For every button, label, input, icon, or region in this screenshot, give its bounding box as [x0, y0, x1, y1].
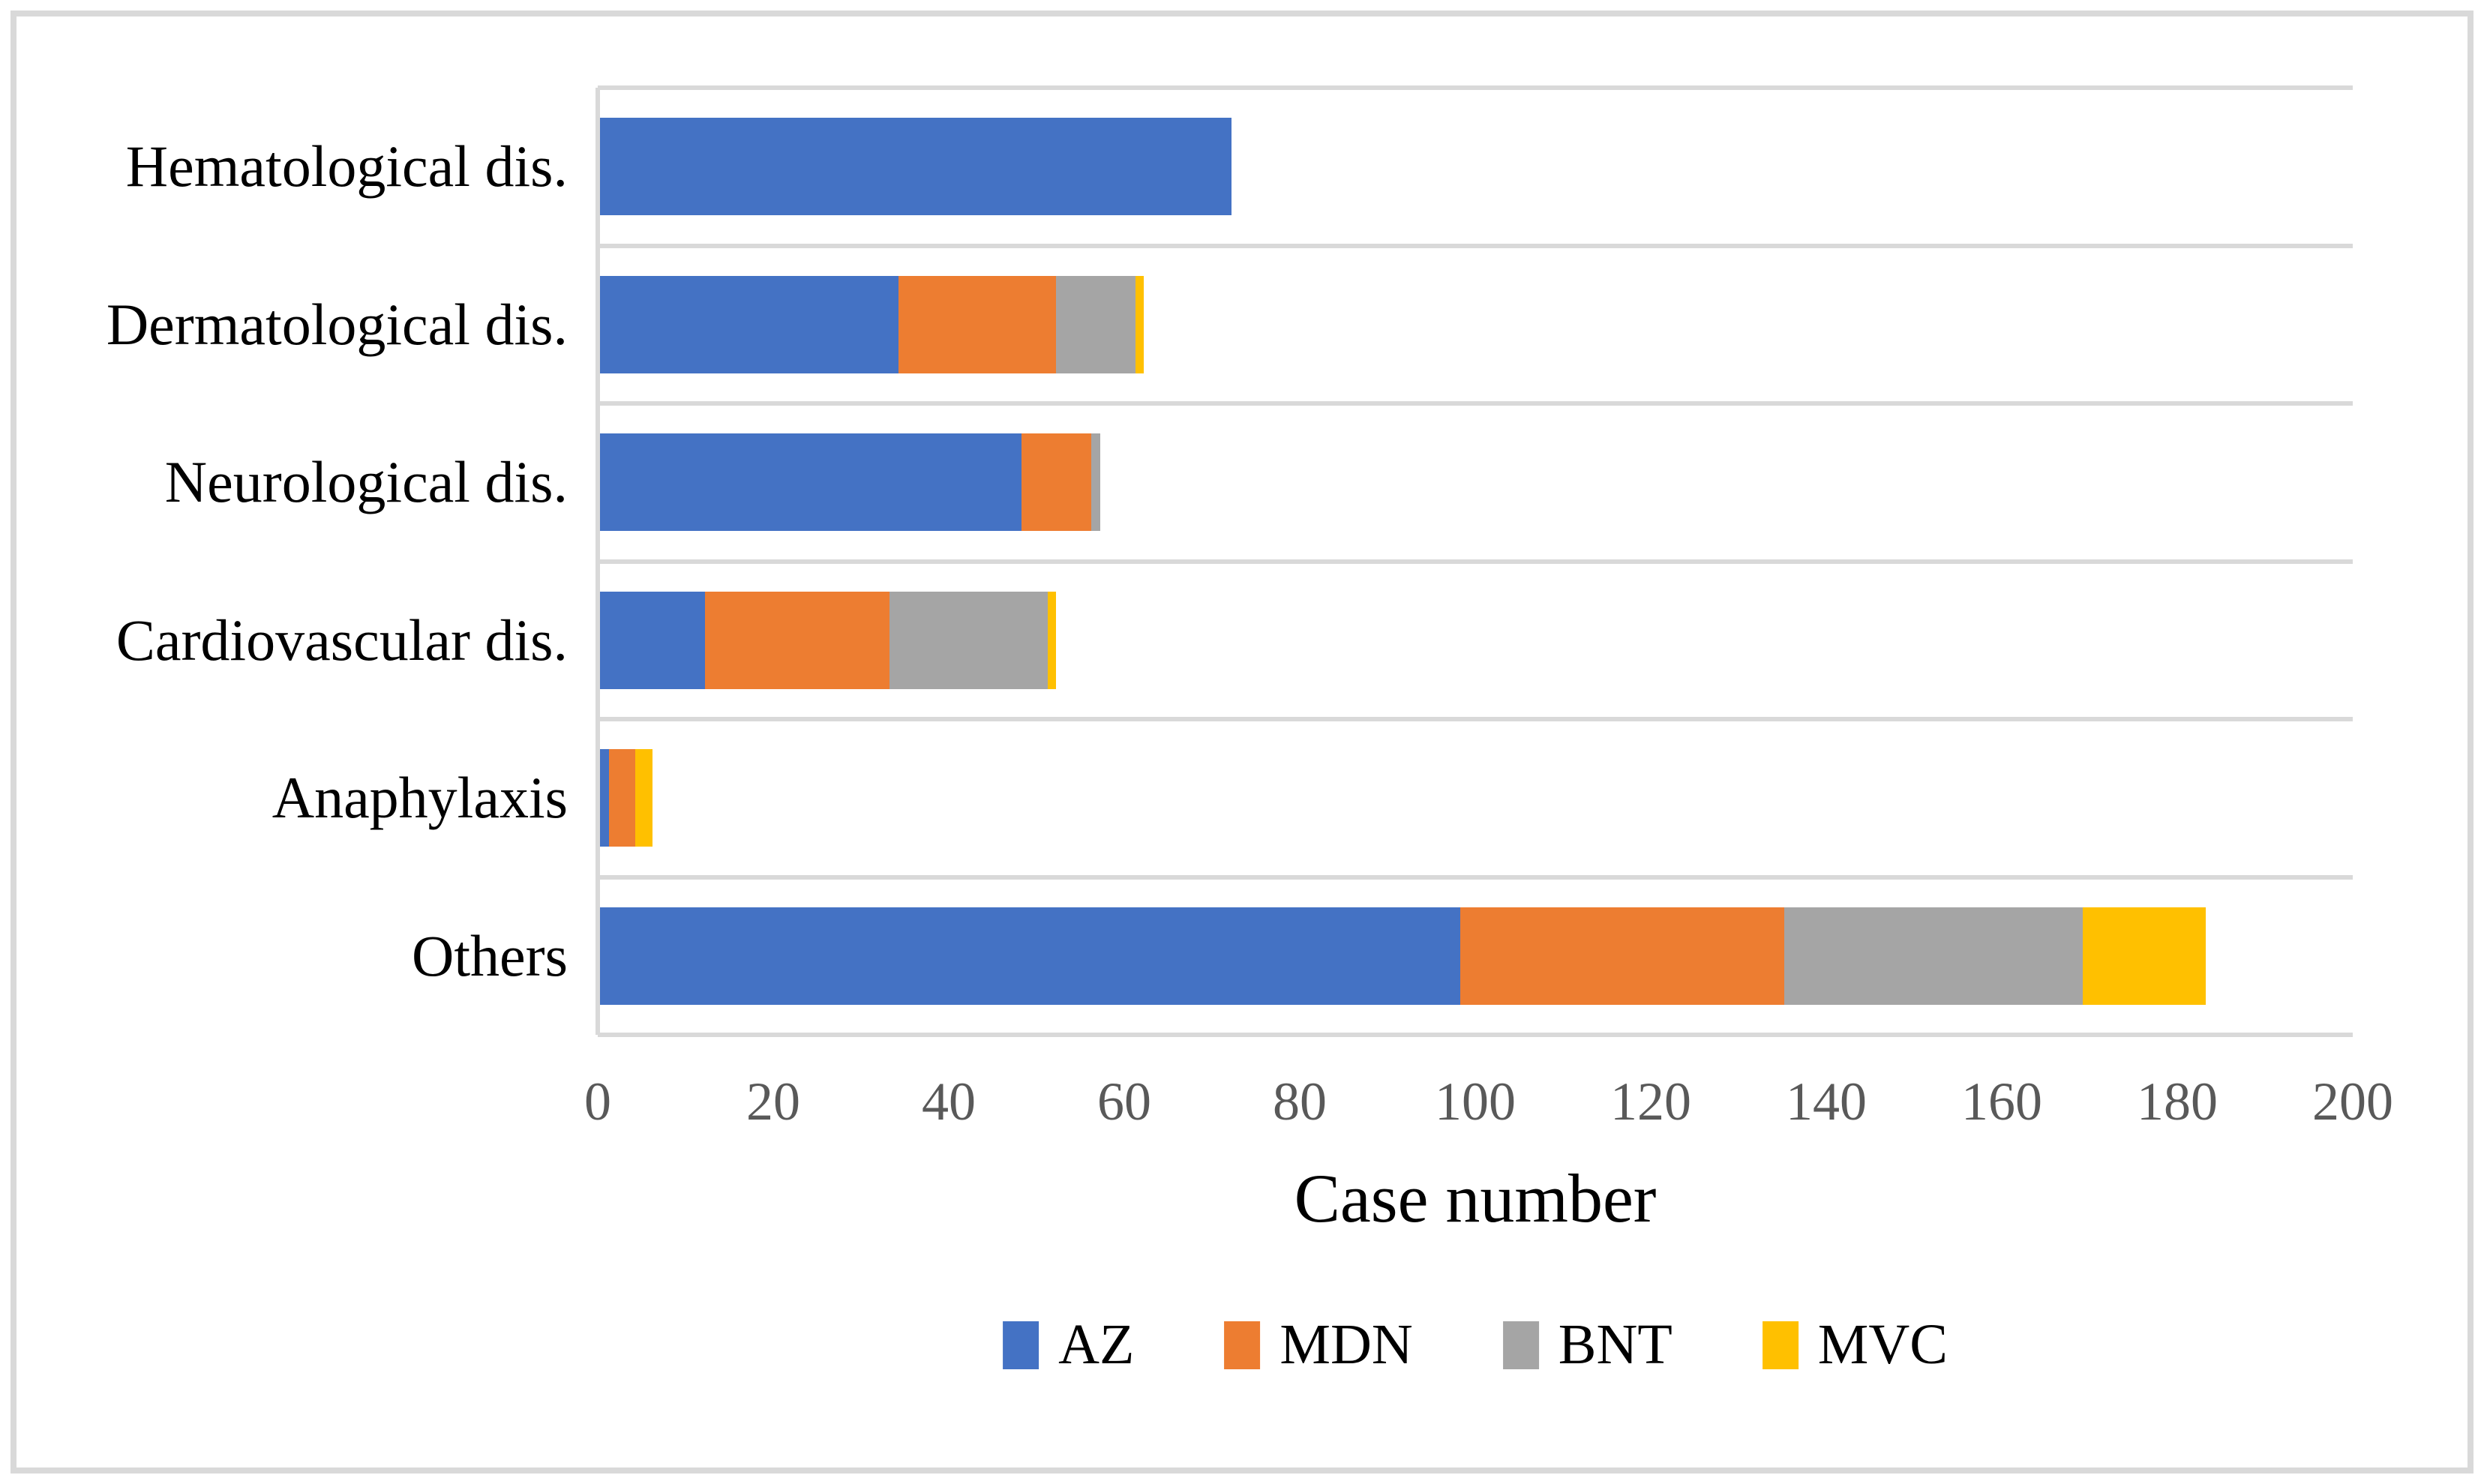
- legend-label: AZ: [1058, 1313, 1135, 1376]
- legend-item: MDN: [1224, 1312, 1413, 1378]
- x-tick-label: 140: [1786, 1072, 1867, 1132]
- figure-border: [10, 10, 2474, 1474]
- category-gridline: [598, 243, 2353, 248]
- y-axis-line: [596, 88, 600, 1035]
- bar-segment-bnt: [1091, 433, 1100, 532]
- category-gridline: [598, 559, 2353, 564]
- bar-segment-mdn: [1460, 907, 1785, 1005]
- legend-item: MVC: [1762, 1312, 1948, 1378]
- bar-segment-mvc: [634, 749, 653, 847]
- x-tick-label: 0: [584, 1072, 611, 1132]
- category-gridline: [598, 401, 2353, 406]
- bar-row: [600, 749, 653, 847]
- bar-row: [600, 118, 1232, 216]
- x-tick-label: 100: [1435, 1072, 1516, 1132]
- x-tick-label: 80: [1273, 1072, 1327, 1132]
- bar-segment-mvc: [1047, 591, 1057, 689]
- x-tick-label: 60: [1097, 1072, 1151, 1132]
- x-tick-label: 160: [1961, 1072, 2042, 1132]
- x-axis-title: Case number: [1294, 1160, 1657, 1237]
- category-gridline: [598, 1033, 2353, 1037]
- legend-swatch: [1003, 1321, 1040, 1369]
- legend-item: AZ: [1003, 1312, 1134, 1378]
- bar-segment-az: [600, 591, 706, 689]
- x-tick-label: 120: [1610, 1072, 1691, 1132]
- legend-item: BNT: [1502, 1312, 1672, 1378]
- category-gridline: [598, 85, 2353, 90]
- category-label: Hematological dis.: [125, 133, 568, 199]
- bar-segment-az: [600, 433, 1022, 532]
- bar-segment-mdn: [608, 749, 635, 847]
- bar-segment-az: [600, 749, 609, 847]
- bar-segment-az: [600, 907, 1460, 1005]
- category-gridline: [598, 874, 2353, 880]
- category-label: Others: [412, 922, 568, 988]
- category-label: Neurological dis.: [164, 449, 568, 515]
- bar-segment-az: [600, 118, 1232, 216]
- legend: AZ MDN BNT MVC: [1003, 1312, 1948, 1378]
- x-tick-label: 200: [2312, 1072, 2393, 1132]
- legend-swatch: [1502, 1321, 1539, 1369]
- category-gridline: [598, 717, 2353, 721]
- bar-segment-mvc: [2083, 907, 2206, 1005]
- bar-segment-mdn: [898, 275, 1057, 373]
- category-label: Dermatological dis.: [106, 291, 568, 357]
- bar-segment-bnt: [890, 591, 1048, 689]
- x-tick-label: 20: [746, 1072, 800, 1132]
- legend-label: BNT: [1558, 1313, 1672, 1376]
- bar-segment-mvc: [1135, 275, 1144, 373]
- legend-label: MDN: [1280, 1313, 1413, 1376]
- category-label: Anaphylaxis: [272, 765, 568, 831]
- legend-swatch: [1762, 1321, 1798, 1369]
- legend-swatch: [1224, 1321, 1261, 1369]
- x-tick-label: 40: [922, 1072, 976, 1132]
- bar-row: [600, 591, 1057, 689]
- bar-segment-az: [600, 275, 898, 373]
- category-label: Cardiovascular dis.: [116, 607, 568, 673]
- bar-row: [600, 907, 2206, 1005]
- bar-row: [600, 433, 1100, 532]
- legend-label: MVC: [1817, 1313, 1948, 1376]
- bar-segment-mdn: [705, 591, 890, 689]
- bar-row: [600, 275, 1144, 373]
- bar-segment-bnt: [1056, 275, 1136, 373]
- bar-segment-bnt: [1784, 907, 2084, 1005]
- bar-segment-mdn: [1021, 433, 1092, 532]
- x-tick-label: 180: [2137, 1072, 2218, 1132]
